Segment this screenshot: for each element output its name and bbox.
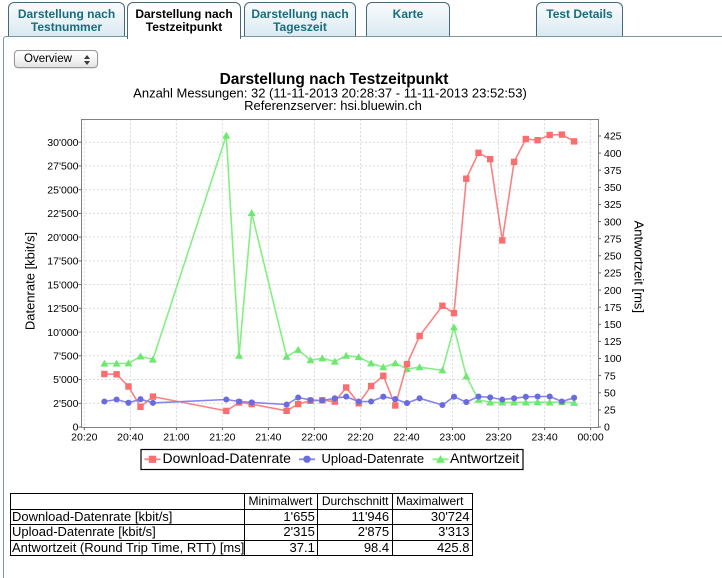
svg-text:275: 275: [604, 233, 622, 245]
svg-text:15'000: 15'000: [47, 279, 78, 291]
svg-text:22:20: 22:20: [347, 432, 373, 444]
svg-text:22'500: 22'500: [47, 208, 78, 220]
svg-text:350: 350: [604, 182, 622, 194]
svg-text:250: 250: [604, 251, 622, 263]
svg-text:125: 125: [604, 336, 622, 348]
svg-text:23:00: 23:00: [439, 432, 465, 444]
svg-text:10'000: 10'000: [47, 327, 78, 339]
svg-text:400: 400: [604, 148, 622, 160]
svg-text:Referenzserver: hsi.bluewin.ch: Referenzserver: hsi.bluewin.ch: [244, 98, 422, 113]
svg-text:7'500: 7'500: [53, 351, 79, 363]
svg-text:Datenrate [kbit/s]: Datenrate [kbit/s]: [22, 232, 37, 330]
svg-text:25: 25: [604, 405, 616, 417]
svg-text:25'000: 25'000: [47, 184, 78, 196]
svg-text:Darstellung nach Testzeitpunkt: Darstellung nach Testzeitpunkt: [220, 71, 449, 88]
svg-text:0: 0: [73, 422, 79, 434]
svg-text:5'000: 5'000: [53, 374, 79, 386]
svg-text:375: 375: [604, 165, 622, 177]
svg-text:300: 300: [604, 216, 622, 228]
svg-text:150: 150: [604, 319, 622, 331]
svg-text:325: 325: [604, 199, 622, 211]
svg-text:12'500: 12'500: [47, 303, 78, 315]
svg-text:50: 50: [604, 388, 616, 400]
svg-text:Antwortzeit: Antwortzeit: [450, 450, 519, 466]
svg-text:2'500: 2'500: [53, 398, 79, 410]
svg-text:20:40: 20:40: [117, 432, 143, 444]
svg-text:200: 200: [604, 285, 622, 297]
svg-text:00:00: 00:00: [577, 432, 603, 444]
svg-text:22:40: 22:40: [393, 432, 419, 444]
svg-text:Upload-Datenrate: Upload-Datenrate: [322, 451, 425, 466]
svg-text:23:20: 23:20: [485, 432, 511, 444]
svg-text:175: 175: [604, 302, 622, 314]
svg-text:21:00: 21:00: [163, 432, 189, 444]
svg-text:21:40: 21:40: [255, 432, 281, 444]
svg-text:Download-Datenrate: Download-Datenrate: [163, 450, 292, 466]
svg-text:27'500: 27'500: [47, 161, 78, 173]
svg-text:23:40: 23:40: [531, 432, 557, 444]
svg-text:20'000: 20'000: [47, 232, 78, 244]
svg-text:30'000: 30'000: [47, 137, 78, 149]
svg-text:Anzahl Messungen: 32 (11-11-20: Anzahl Messungen: 32 (11-11-2013 20:28:3…: [133, 86, 527, 101]
svg-text:100: 100: [604, 353, 622, 365]
svg-text:75: 75: [604, 370, 616, 382]
svg-text:22:00: 22:00: [301, 432, 327, 444]
svg-text:0: 0: [604, 422, 610, 434]
svg-text:21:20: 21:20: [209, 432, 235, 444]
svg-text:425: 425: [604, 131, 622, 143]
svg-text:225: 225: [604, 268, 622, 280]
svg-text:Antwortzeit [ms]: Antwortzeit [ms]: [632, 221, 647, 313]
svg-text:20:20: 20:20: [71, 432, 97, 444]
svg-text:17'500: 17'500: [47, 256, 78, 268]
